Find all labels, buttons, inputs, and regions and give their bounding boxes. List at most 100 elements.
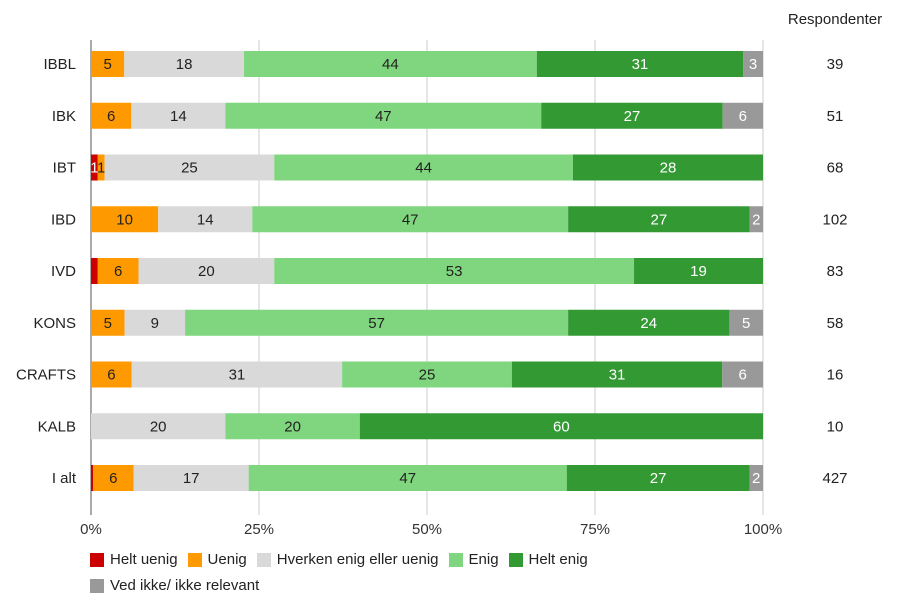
bar-segment <box>124 309 186 336</box>
bar-value-label: 47 <box>375 108 392 125</box>
bar-segment <box>568 309 730 336</box>
legend-swatch <box>187 553 202 567</box>
bar-value-label: 5 <box>742 315 750 332</box>
bar-segment <box>133 465 249 491</box>
bar-value-label: 6 <box>107 367 115 384</box>
bar-value-label: 6 <box>107 108 115 125</box>
bar-segment <box>634 258 763 284</box>
category-label: KALB <box>38 418 76 435</box>
respondent-count: 102 <box>822 211 847 228</box>
respondent-count: 51 <box>827 108 844 125</box>
legend-label: Enig <box>468 551 499 568</box>
legend-swatch <box>448 553 463 567</box>
bar-value-label: 44 <box>382 56 399 73</box>
bar-value-label: 6 <box>114 263 122 280</box>
legend-label: Helt enig <box>528 551 588 568</box>
bar-value-label: 2 <box>752 470 760 487</box>
category-label: IBD <box>51 211 76 228</box>
bar-segment <box>138 258 275 284</box>
bar-segment <box>97 154 105 181</box>
bar-segment <box>511 361 723 388</box>
bar-segment <box>225 413 360 440</box>
bar-value-label: 27 <box>650 470 667 487</box>
bar-value-label: 19 <box>690 263 707 280</box>
category-label: IBK <box>52 108 76 125</box>
category-label: CRAFTS <box>16 367 76 384</box>
respondents-header: Respondenter <box>788 11 882 28</box>
respondent-count: 39 <box>827 56 844 73</box>
bar-segment <box>185 309 569 336</box>
bar-value-label: 6 <box>739 108 747 125</box>
bar-value-label: 9 <box>151 315 159 332</box>
bar-value-label: 3 <box>749 56 757 73</box>
x-tick-label: 0% <box>80 521 102 538</box>
bar-value-label: 2 <box>752 211 760 228</box>
bar-value-label: 17 <box>183 470 200 487</box>
category-label: KONS <box>33 315 76 332</box>
legend-swatch <box>90 553 104 567</box>
bar-value-label: 31 <box>632 56 649 73</box>
category-label: IVD <box>51 263 76 280</box>
bar-value-label: 27 <box>624 108 641 125</box>
bar-segment <box>568 206 750 233</box>
bar-value-label: 20 <box>150 418 167 435</box>
bar-segment <box>572 154 763 181</box>
bar-segment <box>722 361 763 388</box>
bar-segment <box>722 102 763 129</box>
respondent-count: 10 <box>827 418 844 435</box>
bar-value-label: 47 <box>402 211 419 228</box>
category-label: I alt <box>52 470 77 487</box>
legend-label: Hverken enig eller uenig <box>276 551 439 568</box>
bar-value-label: 5 <box>104 315 112 332</box>
x-axis-ticks: 0% 25% 50% 75% 100% <box>80 521 782 538</box>
bar-segment <box>248 465 567 491</box>
bar-segment <box>274 154 573 181</box>
bar-segment <box>91 465 94 491</box>
bar-segment <box>91 102 132 129</box>
legend-swatch <box>508 553 523 567</box>
bar-value-label: 25 <box>419 367 436 384</box>
legend-item: Helt enig <box>508 548 588 572</box>
respondent-count: 16 <box>827 367 844 384</box>
legend-item: Enig <box>448 548 499 572</box>
respondent-counts: 39 51 68 102 83 58 16 10 427 <box>822 56 847 487</box>
x-tick-label: 50% <box>412 521 442 538</box>
bar-segment <box>541 102 723 129</box>
bar-segment <box>252 206 569 233</box>
bar-segment <box>743 51 763 77</box>
bar-value-label: 14 <box>170 108 187 125</box>
legend-item: Helt uenig <box>90 548 178 572</box>
legend-row: Ved ikke/ ikke relevant <box>90 574 810 600</box>
bar-value-label: 10 <box>116 211 133 228</box>
bar-value-label: 6 <box>738 367 746 384</box>
bar-segment <box>566 465 750 491</box>
bar-value-label: 6 <box>109 470 117 487</box>
bar-value-label: 1 <box>97 160 105 177</box>
legend-item: Ved ikke/ ikke relevant <box>90 574 259 598</box>
category-label: IBBL <box>43 56 76 73</box>
bar-segment <box>91 413 226 440</box>
bar-value-label: 1 <box>90 160 98 177</box>
bar-segment <box>91 258 98 284</box>
bar-value-label: 44 <box>415 160 432 177</box>
respondent-count: 58 <box>827 315 844 332</box>
respondent-count: 68 <box>827 160 844 177</box>
bar-segment <box>274 258 635 284</box>
legend: Helt uenig Uenig Hverken enig eller uenig E… <box>90 548 810 600</box>
bar-value-label: 25 <box>181 160 198 177</box>
legend-swatch <box>90 579 104 593</box>
bar-segment <box>131 361 343 388</box>
bar-value-label: 27 <box>650 211 667 228</box>
respondent-count: 83 <box>827 263 844 280</box>
bar-segment <box>91 206 159 233</box>
bar-segment <box>729 309 763 336</box>
bar-segment <box>91 309 125 336</box>
bar-value-label: 14 <box>197 211 214 228</box>
legend-item: Uenig <box>187 548 247 572</box>
x-tick-label: 75% <box>580 521 610 538</box>
bar-value-label: 28 <box>660 160 677 177</box>
legend-item: Hverken enig eller uenig <box>256 548 439 572</box>
x-tick-label: 100% <box>744 521 782 538</box>
